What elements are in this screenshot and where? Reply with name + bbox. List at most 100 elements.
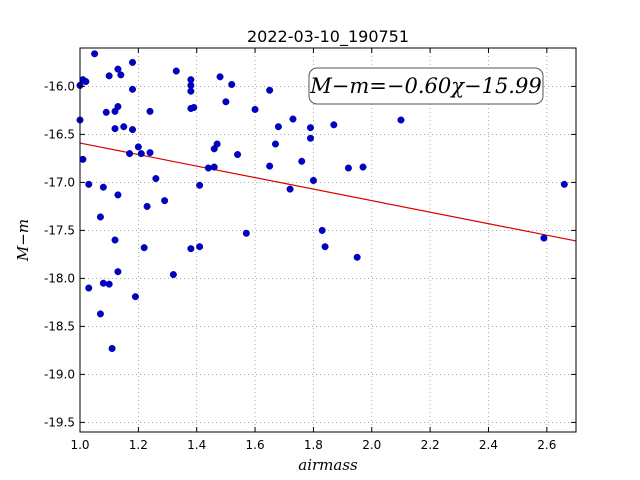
data-point xyxy=(120,123,128,131)
annotation-text: M−m=−0.60χ−15.99 xyxy=(309,74,541,98)
data-point xyxy=(114,103,122,111)
data-point xyxy=(540,234,548,242)
data-point xyxy=(140,244,148,252)
data-point xyxy=(126,150,134,158)
data-point xyxy=(210,163,218,171)
data-point xyxy=(146,107,154,115)
data-point xyxy=(96,310,104,318)
grid-lines xyxy=(79,48,576,432)
data-point xyxy=(274,123,282,131)
x-tick-label: 1.8 xyxy=(304,438,323,452)
data-point xyxy=(266,86,274,94)
data-point xyxy=(286,185,294,193)
data-point xyxy=(353,253,361,261)
x-tick-label: 1.0 xyxy=(70,438,89,452)
data-point xyxy=(129,85,137,93)
x-tick-label: 1.6 xyxy=(246,438,265,452)
data-point xyxy=(134,143,142,151)
data-point xyxy=(79,155,87,163)
data-point xyxy=(190,104,198,112)
x-tick-labels: 1.0 1.2 1.4 1.6 1.8 2.0 2.2 2.4 2.6 xyxy=(70,438,556,452)
y-tick-label: -16.0 xyxy=(44,79,75,93)
data-point xyxy=(169,271,177,279)
data-point xyxy=(161,197,169,205)
y-tick-label: -19.5 xyxy=(44,415,75,429)
data-point xyxy=(397,116,405,124)
data-point xyxy=(85,180,93,188)
fit-line xyxy=(79,142,577,242)
plot-frame xyxy=(79,47,577,433)
chart-title: 2022-03-10_190751 xyxy=(247,27,409,47)
data-point xyxy=(298,157,306,165)
y-tick-label: -17.5 xyxy=(44,223,75,237)
data-point xyxy=(82,78,90,86)
data-point xyxy=(187,87,195,95)
data-point xyxy=(228,80,236,88)
y-tick-label: -19.0 xyxy=(44,367,75,381)
x-tick-label: 2.0 xyxy=(362,438,381,452)
data-point xyxy=(105,280,113,288)
y-tick-label: -18.0 xyxy=(44,271,75,285)
data-point xyxy=(204,164,212,172)
data-point xyxy=(309,176,317,184)
data-point xyxy=(105,72,113,80)
data-point xyxy=(330,121,338,129)
annotation-box xyxy=(308,67,544,105)
data-point xyxy=(85,284,93,292)
data-point xyxy=(222,98,230,106)
data-point xyxy=(137,150,145,158)
data-point xyxy=(242,229,250,237)
x-tick-label: 2.2 xyxy=(421,438,440,452)
data-point xyxy=(96,213,104,221)
data-points xyxy=(76,50,568,352)
data-point xyxy=(318,226,326,234)
data-point xyxy=(108,344,116,352)
data-point xyxy=(114,65,122,73)
data-point xyxy=(102,108,110,116)
data-point xyxy=(196,243,204,251)
data-point xyxy=(213,140,221,148)
data-point xyxy=(117,71,125,79)
data-point xyxy=(143,202,151,210)
data-point xyxy=(187,245,195,253)
data-point xyxy=(172,67,180,75)
data-point xyxy=(114,268,122,276)
data-point xyxy=(344,164,352,172)
y-tick-label: -16.5 xyxy=(44,127,75,141)
data-point xyxy=(114,191,122,199)
data-point xyxy=(196,181,204,189)
data-point xyxy=(271,140,279,148)
data-point xyxy=(251,105,259,113)
data-point xyxy=(91,50,99,58)
data-point xyxy=(266,162,274,170)
x-tick-label: 2.4 xyxy=(479,438,498,452)
y-tick-labels: -16.0 -16.5 -17.0 -17.5 -18.0 -18.5 -19.0 -19.5 xyxy=(44,79,75,429)
fit-annotation: M−m=−0.60χ−15.99 xyxy=(308,67,544,105)
data-point xyxy=(111,236,119,244)
data-point xyxy=(306,124,314,132)
y-tick-label: -18.5 xyxy=(44,319,75,333)
data-point xyxy=(146,149,154,157)
data-point xyxy=(289,115,297,123)
data-point xyxy=(99,183,107,191)
data-point xyxy=(99,279,107,287)
data-point xyxy=(129,58,137,66)
axis-ticks xyxy=(79,48,576,432)
data-point xyxy=(234,151,242,159)
data-point xyxy=(129,126,137,134)
data-point xyxy=(306,134,314,142)
data-point xyxy=(216,73,224,81)
data-point xyxy=(152,175,160,183)
x-axis-label: airmass xyxy=(298,456,358,474)
x-tick-label: 2.6 xyxy=(537,438,556,452)
y-tick-label: -17.0 xyxy=(44,175,75,189)
x-tick-label: 1.2 xyxy=(129,438,148,452)
data-point xyxy=(560,180,568,188)
y-axis-label: M−m xyxy=(14,219,32,262)
data-point xyxy=(321,243,329,251)
x-tick-label: 1.4 xyxy=(187,438,206,452)
data-point xyxy=(111,125,119,133)
data-point xyxy=(359,163,367,171)
data-point xyxy=(131,293,139,301)
